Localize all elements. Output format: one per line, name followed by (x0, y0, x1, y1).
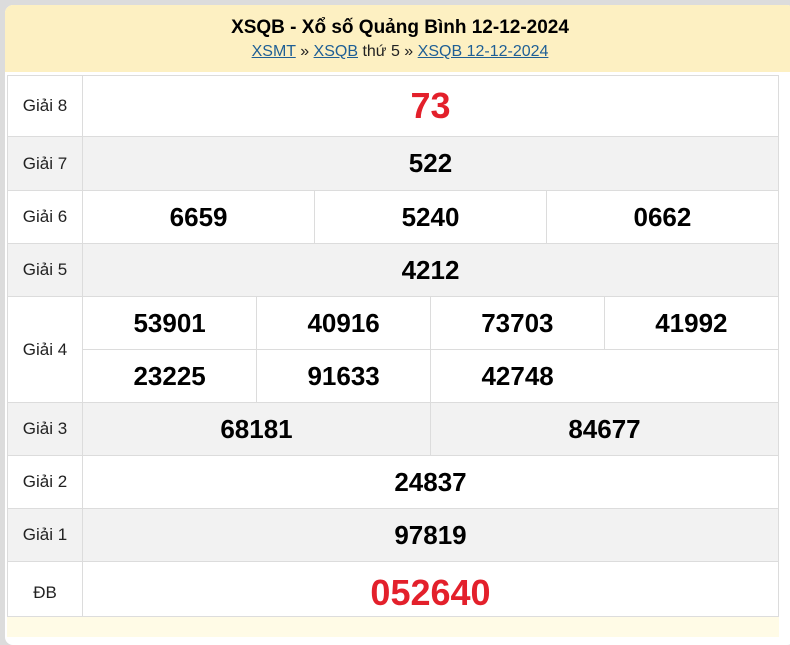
prize-number: 052640 (370, 572, 491, 613)
prize-label: Giải 7 (7, 136, 83, 191)
prize-number: 73703 (430, 297, 605, 350)
prize-number: 73 (410, 85, 451, 126)
prize-number: 91633 (256, 349, 431, 402)
results-table: Giải 8 73 Giải 7 522 Giải 6 6659 5240 0662 Giải … (7, 75, 779, 625)
prize-row: Giải 5 4212 (7, 243, 779, 297)
breadcrumb-text: thứ 5 (358, 43, 400, 60)
prize-row: Giải 3 68181 84677 (7, 402, 779, 456)
prize-number: 24837 (394, 466, 467, 497)
prize-number: 84677 (430, 403, 778, 455)
prize-number: 4212 (83, 244, 778, 296)
prize-row: Giải 7 522 (7, 136, 779, 191)
page-title: XSQB - Xổ số Quảng Bình 12-12-2024 (231, 17, 569, 38)
prize-number: 41992 (603, 297, 778, 350)
prize-row: Giải 4 53901 40916 73703 41992 23225 91633 4274… (7, 296, 779, 403)
prize-number: 97819 (83, 509, 778, 561)
prize-row: Giải 8 73 (7, 75, 779, 137)
prize-label: Giải 8 (7, 75, 83, 137)
prize-number: 0662 (545, 191, 778, 243)
breadcrumb-link-date[interactable]: XSQB 12-12-2024 (417, 43, 549, 60)
prize-number: 68181 (83, 403, 431, 455)
prize-row: Giải 6 6659 5240 0662 (7, 190, 779, 244)
results-header: XSQB - Xổ số Quảng Bình 12-12-2024 XSMT … (5, 5, 790, 72)
breadcrumb-link-xsmt[interactable]: XSMT (251, 43, 296, 60)
prize-row: Giải 2 24837 (7, 455, 779, 509)
breadcrumb-separator: » (399, 43, 418, 60)
prize-number: 5240 (314, 191, 547, 243)
prize-label: Giải 4 (7, 296, 83, 403)
prize-number: 42748 (430, 349, 605, 402)
prize-number: 40916 (256, 297, 431, 350)
breadcrumb: XSMT » XSQB thứ 5 » XSQB 12-12-2024 (5, 43, 790, 61)
prize-label: Giải 5 (7, 243, 83, 297)
prize-number: 53901 (133, 307, 206, 338)
footer-strip (7, 616, 779, 637)
prize-label: Giải 3 (7, 402, 83, 456)
prize-row: Giải 1 97819 (7, 508, 779, 562)
prize-number: 522 (83, 137, 778, 190)
breadcrumb-separator: » (295, 43, 314, 60)
breadcrumb-link-xsqb[interactable]: XSQB (313, 43, 359, 60)
prize-label: Giải 2 (7, 455, 83, 509)
prize-number: 23225 (133, 360, 206, 391)
prize-number: 6659 (169, 201, 228, 232)
prize-label: ĐB (7, 561, 83, 625)
prize-label: Giải 1 (7, 508, 83, 562)
prize-label: Giải 6 (7, 190, 83, 244)
